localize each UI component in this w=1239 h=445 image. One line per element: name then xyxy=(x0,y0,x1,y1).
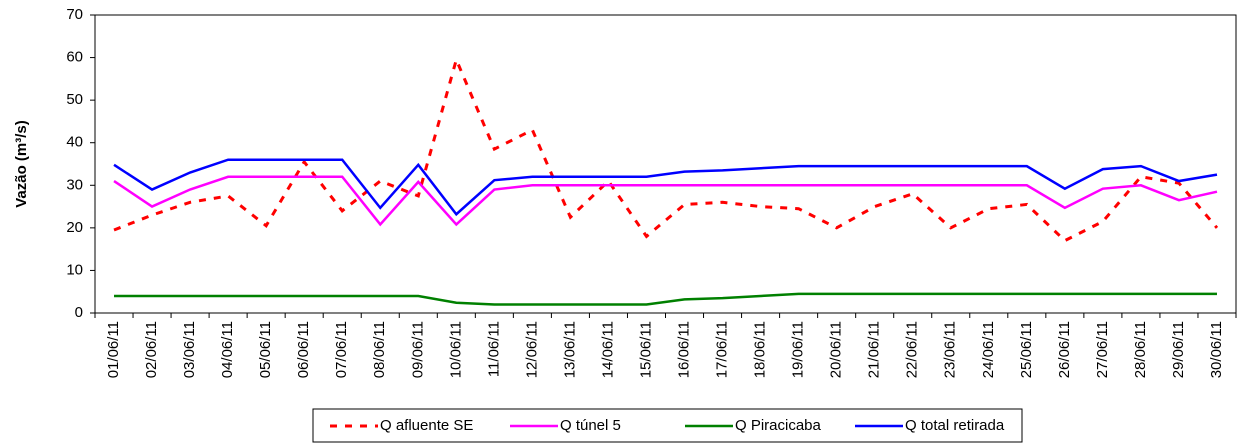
series-line xyxy=(114,292,1217,306)
legend-label: Q afluente SE xyxy=(380,417,473,434)
series-line xyxy=(113,175,1218,227)
x-tick-label: 25/06/11 xyxy=(1018,321,1035,378)
x-tick-label: 24/06/11 xyxy=(980,321,997,378)
x-tick-label: 10/06/11 xyxy=(447,321,464,378)
y-tick-label: 10 xyxy=(66,261,83,278)
legend xyxy=(312,408,1023,443)
x-tick-label: 11/06/11 xyxy=(485,321,502,377)
x-tick-label: 05/06/11 xyxy=(257,321,274,378)
y-tick-label: 70 xyxy=(66,6,83,23)
x-tick-label: 13/06/11 xyxy=(561,321,578,378)
x-tick-label: 29/06/11 xyxy=(1170,321,1187,378)
x-tick-label: 02/06/11 xyxy=(143,321,160,378)
x-tick-label: 08/06/11 xyxy=(371,321,388,378)
y-tick-label: 60 xyxy=(66,49,83,66)
x-tick-label: 27/06/11 xyxy=(1094,321,1111,378)
x-tick-label: 18/06/11 xyxy=(752,321,769,378)
x-tick-label: 04/06/11 xyxy=(219,321,236,378)
x-tick-label: 19/06/11 xyxy=(790,321,807,378)
x-tick-label: 15/06/11 xyxy=(637,321,654,378)
x-tick-label: 06/06/11 xyxy=(295,321,312,378)
x-tick-label: 22/06/11 xyxy=(904,321,921,378)
x-tick-label: 20/06/11 xyxy=(828,321,845,378)
y-tick-label: 50 xyxy=(66,91,83,108)
y-tick-label: 40 xyxy=(66,134,83,151)
y-tick-label: 0 xyxy=(75,304,83,321)
x-tick-label: 28/06/11 xyxy=(1132,321,1149,378)
legend-label: Q Piracicaba xyxy=(735,417,822,434)
y-tick-label: 20 xyxy=(66,219,83,236)
x-tick-label: 09/06/11 xyxy=(409,321,426,378)
legend-label: Q túnel 5 xyxy=(560,417,621,434)
x-tick-label: 14/06/11 xyxy=(599,321,616,378)
series-line xyxy=(113,55,1219,243)
x-tick-label: 01/06/11 xyxy=(105,321,122,378)
x-tick-label: 17/06/11 xyxy=(714,321,731,378)
x-tick-label: 23/06/11 xyxy=(942,321,959,378)
x-tick-label: 30/06/11 xyxy=(1208,321,1225,378)
x-tick-label: 07/06/11 xyxy=(333,321,350,378)
x-tick-label: 26/06/11 xyxy=(1056,321,1073,378)
legend-label: Q total retirada xyxy=(905,417,1005,434)
y-tick-label: 30 xyxy=(66,176,83,193)
series-line xyxy=(113,158,1218,217)
x-tick-label: 16/06/11 xyxy=(675,321,692,378)
x-tick-label: 12/06/11 xyxy=(523,321,540,378)
x-tick-label: 03/06/11 xyxy=(181,321,198,378)
plot-area xyxy=(94,14,1237,314)
x-tick-label: 21/06/11 xyxy=(866,321,883,378)
y-axis-label: Vazão (m³/s) xyxy=(13,120,30,208)
